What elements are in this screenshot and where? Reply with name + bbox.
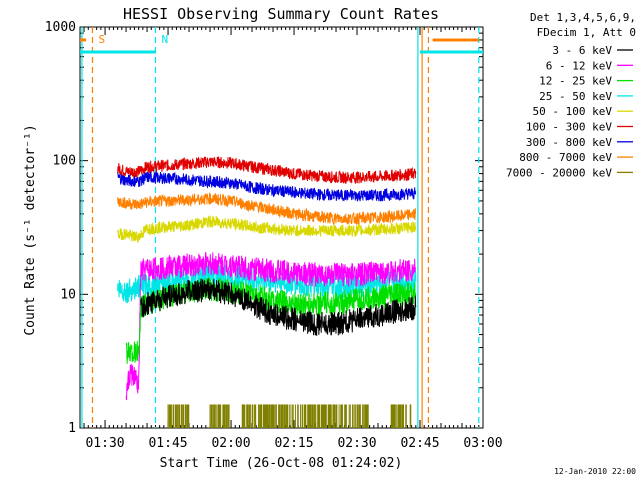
legend-header-line-2: FDecim 1, Att 0 [537,26,636,39]
x-tick-label: 02:30 [337,436,376,451]
series-0 [140,278,417,337]
legend-label: 800 - 7000 keV [519,151,612,164]
legend-label: 25 - 50 keV [539,90,612,103]
y-tick-label: 10 [60,287,76,302]
x-tick-label: 02:15 [274,436,313,451]
y-tick-labels: 1 10 100 1000 [45,20,76,436]
legend-label: 12 - 25 keV [539,75,612,88]
series-5 [117,156,417,185]
x-tick-label: 01:45 [148,436,187,451]
series-line [117,156,417,185]
series-8 [167,404,412,428]
chart-title: HESSI Observing Summary Count Rates [123,5,439,23]
y-tick-label: 1000 [45,20,76,35]
series-line [117,215,417,243]
series-line [140,278,417,337]
legend-label: 100 - 300 keV [526,121,612,134]
flag-bars [80,38,483,54]
x-axis-label: Start Time (26-Oct-08 01:24:02) [160,456,403,471]
series-layer [117,156,417,428]
footer-date: 12-Jan-2010 22:00 [554,467,636,476]
marker-label: S [98,33,105,46]
legend-label: 300 - 800 keV [526,136,612,149]
x-tick-label: 02:00 [211,436,250,451]
legend-header-line-1: Det 1,3,4,5,6,9, [530,11,636,24]
x-tick-label: 02:45 [400,436,439,451]
legend-label: 7000 - 20000 keV [506,166,612,179]
y-axis-label: Count Rate (s⁻¹ detector⁻¹) [23,124,38,335]
series-line [125,251,417,401]
series-line [117,192,417,226]
x-tick-label: 01:30 [85,436,124,451]
legend-label: 6 - 12 keV [546,59,613,72]
legend: 3 - 6 keV 6 - 12 keV 12 - 25 keV 25 - 50 ke… [506,44,633,179]
marker-label: N [161,33,168,46]
legend-label: 3 - 6 keV [552,44,612,57]
series-6 [117,171,417,202]
x-tick-label: 03:00 [463,436,502,451]
series-4 [117,215,417,243]
y-tick-label: 1 [68,421,76,436]
series-line [117,171,417,202]
series-1 [125,251,417,401]
series-7 [117,192,417,226]
legend-label: 50 - 100 keV [533,105,613,118]
x-tick-labels: 01:30 01:45 02:00 02:15 02:30 02:45 03:00 [85,436,502,451]
y-tick-label: 100 [53,154,76,169]
